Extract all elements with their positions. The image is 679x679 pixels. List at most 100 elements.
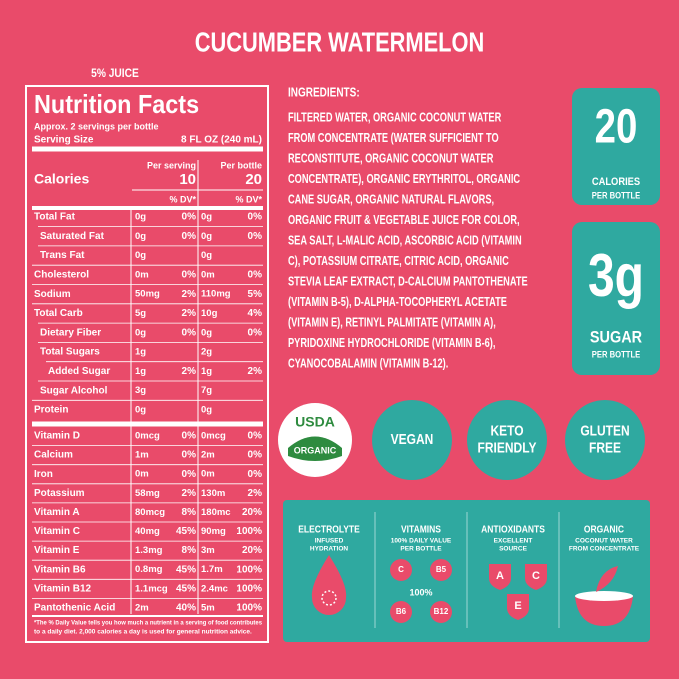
dv-serving: 8% [182,507,197,518]
shield-icon [507,594,529,620]
amount-bottle: 110mg [201,289,231,300]
nutrient-name: Trans Fat [40,250,85,261]
nutrient-name: Total Sugars [40,347,100,358]
amount-bottle: 5m [201,602,215,613]
usda-text: USDA [295,414,335,430]
dv-serving: 2% [182,488,197,499]
benefit-sub: 100% DAILY VALUE [391,538,452,545]
dv-bottle: 2% [248,488,263,499]
vitamin-circle [430,601,452,623]
amount-serving: 0g [135,250,146,261]
benefit-sub: FROM CONCENTRATE [569,546,640,553]
ingredients-title: INGREDIENTS: [288,85,360,99]
ingredient-line: FROM CONCENTRATE (WATER SUFFICIENT TO [288,131,499,145]
dv-serving: 0% [182,212,197,223]
dv-bottle: 2% [248,366,263,377]
dv-serving: 45% [176,583,196,594]
callout-sub: PER BOTTLE [592,349,640,359]
vitamin-circle [390,601,412,623]
vitamin-label: C [398,565,404,574]
nutrient-name: Dietary Fiber [40,327,101,338]
benefit-sub: PER BOTTLE [400,546,442,553]
usda-swoosh [288,436,342,461]
dv-serving: 0% [182,231,197,242]
nutrient-name: Pantothenic Acid [34,603,115,614]
footnote: to a daily diet. 2,000 calories a day is… [34,629,252,636]
dv-bottle: 100% [236,583,262,594]
callout-sub: PER BOTTLE [592,190,640,200]
nutrient-name: Cholesterol [34,270,89,281]
dv-bottle: 20% [242,545,262,556]
nutrient-name: Potassium [34,488,85,499]
nutrient-name: Vitamin B6 [34,564,86,575]
amount-serving: 1g [135,366,146,377]
coconut-rim [575,591,633,601]
dv-serving: 40% [176,603,196,614]
amount-serving: 80mcg [135,507,165,518]
dv-bottle: 0% [248,469,263,480]
amount-serving: 0g [135,405,146,416]
dv-bottle: 4% [248,308,263,319]
amount-bottle: 0mcg [201,431,226,442]
title: CUCUMBER WATERMELON [195,26,485,57]
amount-bottle: 1g [201,366,212,377]
dv-bottle: 0% [248,231,263,242]
ingredient-line: (VITAMIN B-5), D-ALPHA-TOCOPHERYL ACETAT… [288,295,507,309]
dv-bottle: 0% [248,270,263,281]
benefit-title: VITAMINS [401,525,441,536]
nutrient-name: Vitamin D [34,431,80,442]
amount-bottle: 3m [201,545,215,556]
ingredient-line: SEA SALT, L-MALIC ACID, ASCORBIC ACID (V… [288,233,522,247]
nutrient-name: Saturated Fat [40,231,105,242]
benefit-title: ANTIOXIDANTS [481,525,545,536]
benefit-sub: SOURCE [499,546,527,553]
dv-bottle: 100% [236,564,262,575]
dv-serving: 0% [182,270,197,281]
antioxidant-label: A [496,570,504,582]
amount-serving: 0g [135,327,146,338]
calories-bottle: 20 [245,171,262,188]
serving-size-label: Serving Size [34,135,94,146]
amount-bottle: 0m [201,469,215,480]
benefit-sub: EXCELLENT [494,538,533,545]
amount-bottle: 90mg [201,526,226,537]
ingredient-line: PYRIDOXINE HYDROCHLORIDE (VITAMIN B-6), [288,336,495,350]
amount-serving: 3g [135,385,146,396]
coconut-leaf [596,566,618,592]
badge-text: FREE [589,439,621,456]
amount-bottle: 0g [201,231,212,242]
vitamin-percent: 100% [409,587,432,597]
nutrient-name: Calcium [34,450,73,461]
amount-bottle: 10g [201,308,218,319]
badge-circle [467,400,547,480]
antioxidant-label: E [514,600,521,612]
amount-bottle: 0m [201,269,215,280]
dv-bottle: 0% [248,327,263,338]
amount-serving: 0g [135,212,146,223]
amount-serving: 0mcg [135,431,160,442]
ingredient-line: CANE SUGAR, ORGANIC NATURAL FLAVORS, [288,192,494,206]
amount-serving: 0g [135,231,146,242]
calories-label: Calories [34,171,89,187]
calories-serving: 10 [179,171,196,188]
coconut-bowl [575,596,633,626]
dv-serving: 2% [182,308,197,319]
drop-burst [321,590,337,606]
dv-bottle: 5% [248,289,263,300]
nutrient-name: Vitamin A [34,507,80,518]
ingredient-line: CYANOCOBALAMIN (VITAMIN B-12). [288,356,448,370]
benefit-sub: HYDRATION [310,546,348,553]
dv-serving: 8% [182,545,197,556]
amount-serving: 58mg [135,488,160,499]
amount-serving: 0m [135,469,149,480]
callout-number: 20 [595,101,638,154]
juice-label: 5% JUICE [91,66,139,80]
shield-icon [489,564,511,590]
dv-serving: 0% [182,450,197,461]
callout-label: CALORIES [592,176,640,188]
amount-serving: 5g [135,308,146,319]
badge-text: KETO [490,422,523,439]
dv-header: % DV* [235,194,262,204]
servings: Approx. 2 servings per bottle [34,121,159,131]
